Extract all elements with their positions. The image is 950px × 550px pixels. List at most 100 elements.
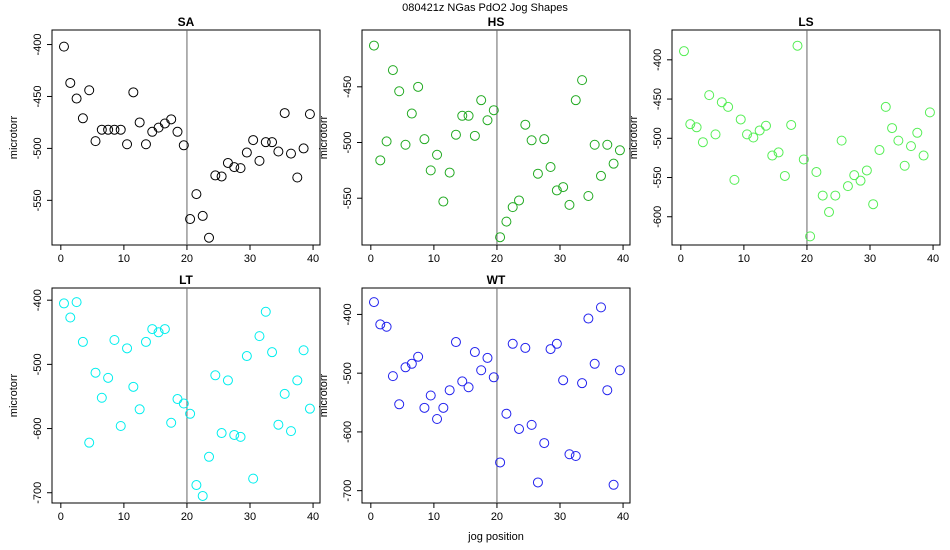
point	[368, 40, 379, 51]
point	[570, 95, 581, 106]
point	[551, 338, 562, 349]
point	[767, 150, 778, 161]
point	[267, 137, 278, 148]
y-tick-label: -500	[652, 127, 664, 149]
y-axis-label: microtorr	[318, 115, 330, 159]
point	[140, 336, 151, 347]
y-axis-label: microtorr	[8, 373, 20, 417]
point	[222, 375, 233, 386]
point	[779, 170, 790, 181]
point	[595, 302, 606, 313]
point	[469, 347, 480, 358]
point	[191, 480, 202, 491]
point	[84, 85, 95, 96]
point	[285, 426, 296, 437]
point	[166, 114, 177, 125]
panel-title: LT	[179, 273, 193, 287]
point	[564, 199, 575, 210]
point	[805, 231, 816, 242]
plot-frame	[51, 29, 321, 246]
point	[912, 127, 923, 138]
point	[140, 139, 151, 150]
point	[115, 420, 126, 431]
point	[798, 154, 809, 165]
point	[210, 170, 221, 181]
point	[267, 347, 278, 358]
point	[754, 125, 765, 136]
y-tick-label: -600	[342, 421, 354, 443]
point	[811, 167, 822, 178]
point	[216, 171, 227, 182]
point	[748, 132, 759, 143]
point	[279, 388, 290, 399]
y-tick-label: -400	[32, 289, 44, 311]
point	[602, 139, 613, 150]
point	[58, 41, 69, 52]
x-tick-label: 30	[244, 511, 256, 523]
point	[368, 297, 379, 308]
y-tick-label: -600	[32, 418, 44, 440]
point	[608, 158, 619, 169]
point	[520, 119, 531, 130]
point	[507, 202, 518, 213]
y-tick-label: -400	[32, 34, 44, 56]
point	[197, 490, 208, 501]
point	[602, 385, 613, 396]
plot-frame	[51, 287, 321, 504]
point	[476, 365, 487, 376]
point	[463, 110, 474, 121]
point	[292, 172, 303, 183]
point	[375, 155, 386, 166]
point	[425, 165, 436, 176]
y-tick-label: -400	[342, 303, 354, 325]
point	[716, 97, 727, 108]
point	[84, 437, 95, 448]
point	[589, 139, 600, 150]
figure-title: 080421z NGas PdO2 Jog Shapes	[402, 2, 568, 14]
point	[614, 145, 625, 156]
point	[482, 115, 493, 126]
point	[735, 114, 746, 125]
point	[413, 81, 424, 92]
point	[128, 87, 139, 98]
point	[159, 324, 170, 335]
point	[166, 417, 177, 428]
point	[495, 232, 506, 243]
point	[172, 394, 183, 405]
point	[419, 134, 430, 145]
point	[292, 375, 303, 386]
point	[577, 378, 588, 389]
x-tick-label: 20	[181, 511, 193, 523]
point	[122, 139, 133, 150]
point	[444, 167, 455, 178]
point	[153, 122, 164, 133]
point	[532, 477, 543, 488]
point	[210, 370, 221, 381]
point	[564, 449, 575, 460]
point	[577, 75, 588, 86]
point	[103, 124, 114, 135]
point	[185, 214, 196, 225]
point	[608, 479, 619, 490]
x-tick-label: 20	[491, 253, 503, 265]
point	[432, 149, 443, 160]
point	[304, 109, 315, 120]
point	[742, 129, 753, 140]
point	[723, 101, 734, 112]
point	[488, 105, 499, 116]
point	[375, 319, 386, 330]
point	[115, 124, 126, 135]
point	[109, 124, 120, 135]
y-tick-label: -550	[342, 187, 354, 209]
point	[450, 337, 461, 348]
point	[849, 170, 860, 181]
point	[729, 174, 740, 185]
point	[134, 117, 145, 128]
point	[514, 195, 525, 206]
point	[65, 77, 76, 88]
panel-title: LS	[798, 15, 813, 29]
point	[570, 451, 581, 462]
point	[90, 367, 101, 378]
point	[710, 129, 721, 140]
